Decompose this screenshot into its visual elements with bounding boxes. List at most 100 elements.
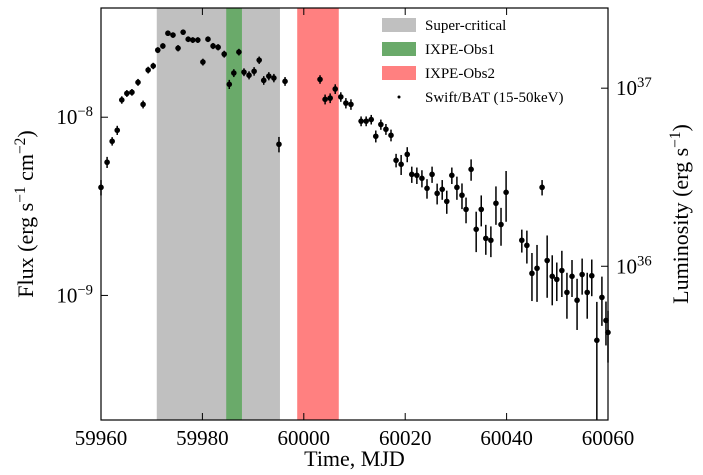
point <box>569 273 575 280</box>
point <box>429 171 435 178</box>
point <box>519 237 525 244</box>
point <box>468 166 474 173</box>
span <box>226 8 242 420</box>
x-tick-label: 60040 <box>480 426 533 450</box>
point <box>135 79 141 86</box>
point <box>372 133 379 140</box>
point <box>317 76 323 83</box>
point <box>574 297 580 304</box>
x-axis-title: Time, MJD <box>304 446 405 471</box>
point <box>246 72 252 79</box>
point <box>383 126 389 133</box>
point <box>493 200 499 207</box>
point <box>140 101 146 108</box>
legend-swatch <box>382 42 416 56</box>
point <box>195 37 201 43</box>
point <box>449 172 455 179</box>
point <box>588 272 595 279</box>
point <box>539 184 545 191</box>
y2-tick-label: 1036 <box>616 253 652 278</box>
plot-frame <box>100 7 609 421</box>
point <box>231 70 237 76</box>
point <box>404 151 411 158</box>
point <box>189 37 196 43</box>
legend-swatch <box>382 66 416 80</box>
point <box>529 270 535 277</box>
point <box>463 206 469 213</box>
point <box>478 206 485 213</box>
point <box>266 73 272 79</box>
point <box>559 267 565 274</box>
legend-label: Super-critical <box>425 18 506 34</box>
point <box>221 51 228 57</box>
point <box>483 235 489 242</box>
y-axis-title: Flux (erg s−1 cm−2) <box>12 130 39 297</box>
point <box>205 36 211 42</box>
point <box>251 68 257 75</box>
points <box>98 29 611 420</box>
point <box>378 121 384 128</box>
span <box>156 8 280 420</box>
point <box>584 289 591 296</box>
legend-label: IXPE-Obs2 <box>425 66 495 82</box>
point <box>260 77 267 84</box>
point <box>408 171 415 178</box>
point <box>256 57 262 63</box>
x-tick-label: 60020 <box>379 426 432 450</box>
point <box>524 242 530 249</box>
legend-label: Swift/BAT (15-50keV) <box>425 90 563 106</box>
point <box>338 94 344 100</box>
x-tick-label: 59960 <box>75 426 128 450</box>
point <box>363 118 369 124</box>
point <box>104 159 110 166</box>
point <box>271 75 277 81</box>
point <box>594 337 600 344</box>
span <box>297 8 339 420</box>
point <box>215 44 221 51</box>
x-tick-label: 60060 <box>582 426 635 450</box>
point <box>459 192 465 199</box>
point <box>145 67 151 73</box>
point <box>343 100 349 106</box>
point <box>358 118 364 124</box>
point <box>109 138 115 145</box>
point <box>226 81 233 88</box>
point <box>129 89 135 96</box>
point <box>114 127 121 134</box>
point <box>150 63 157 69</box>
x-tick-label: 59980 <box>176 426 229 450</box>
point <box>170 32 176 38</box>
point <box>599 294 605 301</box>
point <box>388 132 394 139</box>
point <box>368 116 375 123</box>
y2-axis-title: Luminosity (erg s−1) <box>667 124 694 304</box>
point <box>419 175 425 182</box>
point <box>276 141 282 148</box>
point <box>443 198 450 205</box>
y-tick-label: 10−8 <box>56 104 93 129</box>
point <box>424 185 430 192</box>
x-tick-label: 60000 <box>278 426 331 450</box>
point <box>124 90 130 97</box>
point <box>398 161 404 168</box>
point <box>210 43 216 49</box>
point <box>165 30 171 37</box>
point <box>180 29 186 35</box>
y-tick-label: 10−9 <box>56 282 93 307</box>
point <box>553 276 560 283</box>
point <box>327 95 333 101</box>
ticks: 59960 59980 60000 60020 60040 60060 10−9 10−8 10… <box>56 8 652 450</box>
point <box>348 101 354 108</box>
point <box>454 184 460 191</box>
point <box>282 78 288 85</box>
point <box>488 237 494 244</box>
point <box>503 189 509 196</box>
spans <box>156 8 339 420</box>
point <box>414 172 420 179</box>
point <box>200 59 206 65</box>
legend-swatch <box>382 18 416 32</box>
point <box>544 257 550 264</box>
point <box>241 69 247 75</box>
